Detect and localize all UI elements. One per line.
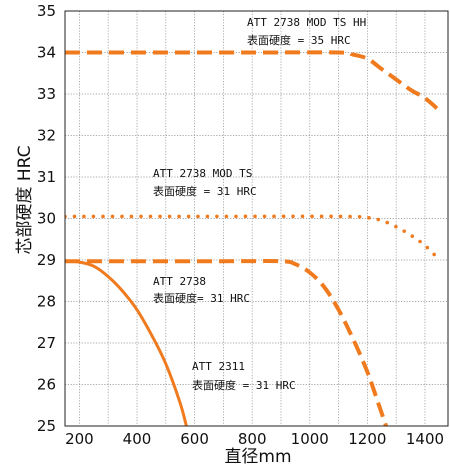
series-annotations: ATT 2738 MOD TS HH 表面硬度 = 35 HRC ATT 2738 …	[153, 16, 366, 392]
y-tick-label: 33	[37, 85, 56, 103]
x-tick-label: 800	[238, 430, 267, 448]
series-line-att2311	[65, 259, 188, 426]
y-tick-label: 28	[37, 293, 56, 311]
series-line-att2738-mod-ts-hh	[65, 50, 441, 113]
y-tick-label: 29	[37, 251, 56, 269]
x-tick-label: 200	[65, 430, 94, 448]
series-annotation-hardness: 表面硬度= 31 HRC	[153, 291, 250, 305]
series-annotation-name: ATT 2311	[192, 360, 245, 373]
y-tick-label: 31	[37, 168, 56, 186]
y-axis-title: 芯部硬度 HRC	[15, 145, 35, 254]
plot-frame	[64, 10, 449, 427]
x-tick-label: 1400	[406, 430, 444, 448]
x-tick-labels: 200 400 600 800 1000 1200 1400	[65, 430, 444, 448]
series-annotation-hardness: 表面硬度 = 31 HRC	[192, 378, 296, 392]
y-tick-label: 27	[37, 334, 56, 352]
x-tick-label: 1200	[348, 430, 386, 448]
series-annotation-name: ATT 2738	[153, 275, 206, 288]
grid	[65, 11, 448, 426]
series-annotation-name: ATT 2738 MOD TS	[153, 167, 252, 180]
x-tick-label: 600	[180, 430, 209, 448]
series-annotation-hardness: 表面硬度 = 31 HRC	[153, 184, 257, 198]
series-annotation-hardness: 表面硬度 = 35 HRC	[247, 33, 351, 47]
x-axis-title: 直径mm	[224, 447, 291, 467]
x-tick-label: 1000	[291, 430, 329, 448]
y-tick-label: 32	[37, 127, 56, 145]
y-tick-label: 35	[37, 2, 56, 20]
series-line-att2738	[65, 259, 389, 426]
y-tick-label: 30	[37, 210, 56, 228]
x-tick-label: 400	[123, 430, 152, 448]
series-lines	[65, 50, 442, 426]
y-tick-labels: 25 26 27 28 29 30 31 32 33 34 35	[37, 2, 56, 435]
y-tick-label: 34	[37, 44, 56, 62]
y-tick-label: 26	[37, 376, 56, 394]
y-tick-label: 25	[37, 417, 56, 435]
series-annotation-name: ATT 2738 MOD TS HH	[247, 16, 366, 29]
